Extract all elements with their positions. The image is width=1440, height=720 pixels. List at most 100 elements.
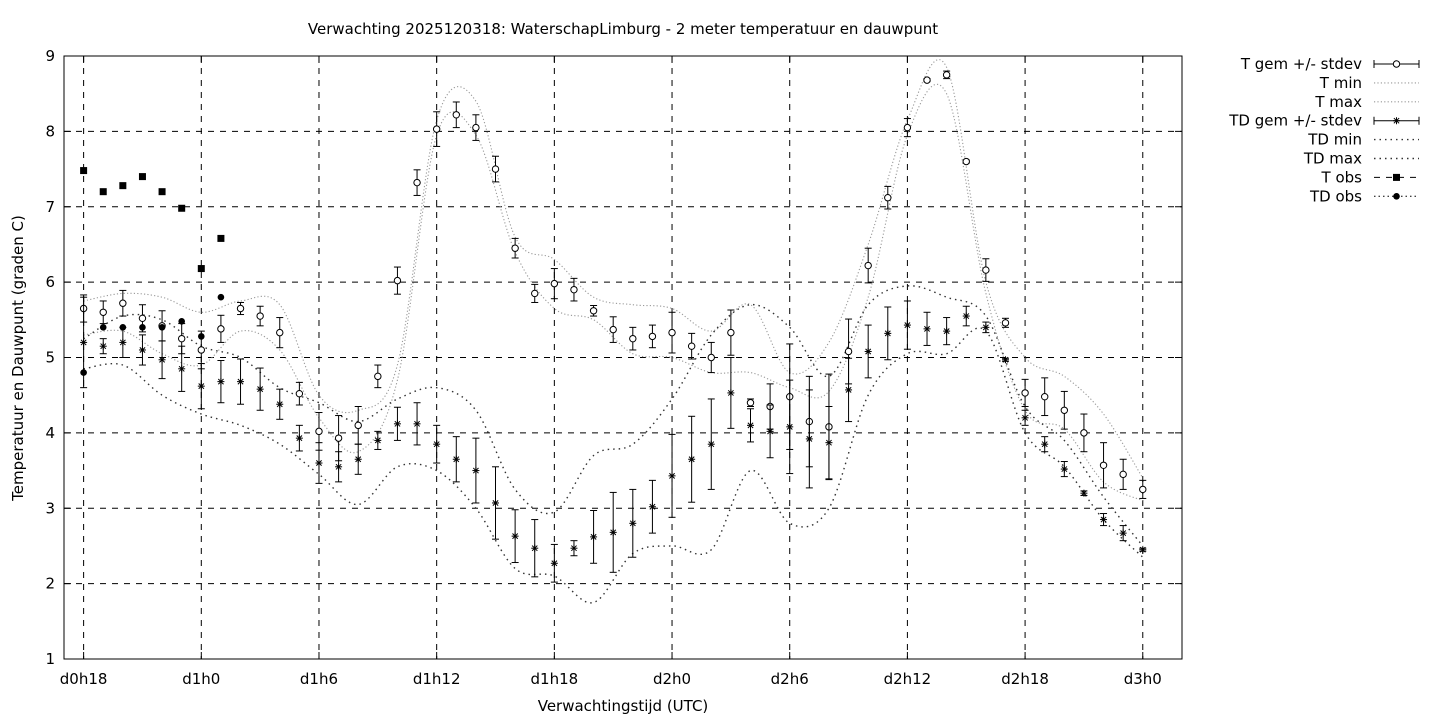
t-gem-stdev-point: [1021, 389, 1029, 397]
td-gem-stdev-point: [1080, 489, 1088, 497]
t-gem-stdev-point: [903, 123, 912, 132]
star-stroke: [727, 389, 734, 396]
td-gem-stdev-point: [746, 421, 754, 429]
legend-label: T max: [1314, 93, 1362, 111]
t-gem-stdev-point: [334, 434, 343, 442]
td-gem-stdev-point: [1139, 546, 1147, 554]
y-tick-label: 4: [45, 424, 55, 442]
legend-sample-marker: [1392, 60, 1401, 68]
t-gem-stdev-point: [1041, 392, 1049, 401]
star-stroke: [414, 420, 421, 427]
legend-entry-td-gem-stdev: TD gem +/- stdev: [1228, 112, 1420, 130]
star-stroke: [865, 348, 872, 355]
star-stroke: [982, 324, 989, 331]
td-obs-point: [99, 324, 107, 331]
t-gem-stdev-point: [1060, 406, 1069, 414]
t-gem-stdev-point: [923, 76, 931, 84]
y-axis-label: Temperatuur en Dauwpunt (graden C): [9, 215, 27, 502]
t-obs-point: [80, 167, 88, 175]
legend-entry-td-min: TD min: [1307, 131, 1419, 149]
star-stroke: [276, 401, 283, 408]
t-gem-stdev-point: [1119, 470, 1127, 479]
td-gem-stdev-point: [158, 356, 166, 364]
t-gem-stdev-point: [393, 276, 402, 285]
td-obs-point: [139, 324, 146, 331]
star-stroke: [551, 560, 558, 567]
td-gem-stdev-point: [903, 321, 911, 329]
td-gem-stdev-point: [864, 347, 872, 355]
td-gem-stdev-point: [138, 346, 146, 354]
star-stroke: [492, 499, 499, 506]
star-stroke: [825, 439, 832, 446]
t-gem-stdev-point: [197, 346, 205, 354]
td-gem-stdev-point: [531, 544, 539, 552]
y-tick-label: 8: [45, 122, 55, 140]
y-tick-label: 2: [45, 575, 55, 593]
x-axis-label: Verwachtingstijd (UTC): [538, 697, 709, 715]
star-stroke: [688, 456, 695, 463]
td-gem-stdev-point: [923, 325, 931, 333]
star-stroke: [139, 346, 146, 353]
legend-entry-t-gem-stdev: T gem +/- stdev: [1240, 55, 1420, 73]
td-gem-stdev-point: [668, 472, 676, 480]
t-gem-stdev-point: [276, 328, 284, 337]
td-obs-point: [119, 324, 127, 331]
star-stroke: [217, 378, 224, 385]
t-gem-stdev-point: [99, 308, 107, 316]
star-stroke: [512, 533, 519, 540]
star-stroke: [845, 386, 852, 393]
t-gem-stdev-point: [354, 421, 362, 430]
t-gem-stdev-point: [962, 157, 970, 166]
star-stroke: [1041, 441, 1048, 448]
star-stroke: [394, 420, 401, 427]
td-gem-stdev-point: [335, 463, 343, 471]
star-stroke: [924, 325, 930, 332]
td-gem-stdev-point: [315, 459, 323, 467]
td-obs-point: [217, 293, 225, 301]
td-gem-stdev-point: [1060, 465, 1068, 473]
legend-entry-td-max: TD max: [1303, 150, 1419, 168]
t-gem-stdev-point: [472, 123, 480, 132]
star-stroke: [1100, 516, 1107, 523]
t-gem-stdev-point: [138, 314, 147, 323]
td-gem-stdev-point: [629, 519, 637, 527]
star-stroke: [159, 356, 166, 363]
legend-label: TD obs: [1309, 187, 1362, 205]
y-tick-label: 6: [45, 273, 55, 291]
t-obs-point: [138, 173, 146, 181]
td-obs-point: [158, 324, 166, 331]
y-tick-label: 3: [45, 499, 55, 517]
star-stroke: [570, 545, 577, 552]
t-gem-stdev-point: [413, 178, 421, 187]
td-gem-stdev-point: [1021, 414, 1029, 422]
star-stroke: [178, 365, 185, 372]
td-gem-stdev-point: [570, 544, 578, 552]
td-gem-stdev-point: [256, 385, 264, 393]
td-gem-stdev-point: [433, 440, 441, 448]
x-tick-label: d2h18: [1001, 670, 1049, 688]
td-gem-stdev-point: [1001, 356, 1009, 364]
td-gem-stdev-point: [80, 338, 88, 346]
td-obs-point: [178, 318, 185, 325]
td-max-line: [83, 285, 1144, 547]
x-tick-label: d0h18: [60, 670, 108, 688]
td-obs-point: [197, 333, 205, 340]
x-tick-label: d1h18: [531, 670, 579, 688]
td-gem-stdev-point: [707, 440, 715, 448]
td-gem-stdev-point: [217, 378, 225, 386]
data-marks: [79, 70, 1147, 583]
star-stroke: [1022, 414, 1029, 421]
legend-label: TD gem +/- stdev: [1228, 112, 1362, 130]
t-obs-point: [217, 234, 225, 242]
star-stroke: [786, 423, 793, 430]
star-stroke: [1120, 530, 1127, 537]
t-min-line: [83, 83, 1144, 502]
t-gem-stdev-point: [177, 334, 186, 343]
t-gem-stdev-point: [884, 194, 892, 202]
t-gem-stdev-point: [256, 312, 264, 320]
star-stroke: [590, 533, 597, 540]
t-gem-stdev-point: [315, 427, 323, 436]
star-stroke: [335, 463, 342, 470]
legend-sample-marker: [1393, 193, 1400, 200]
t-obs-point: [178, 204, 186, 212]
